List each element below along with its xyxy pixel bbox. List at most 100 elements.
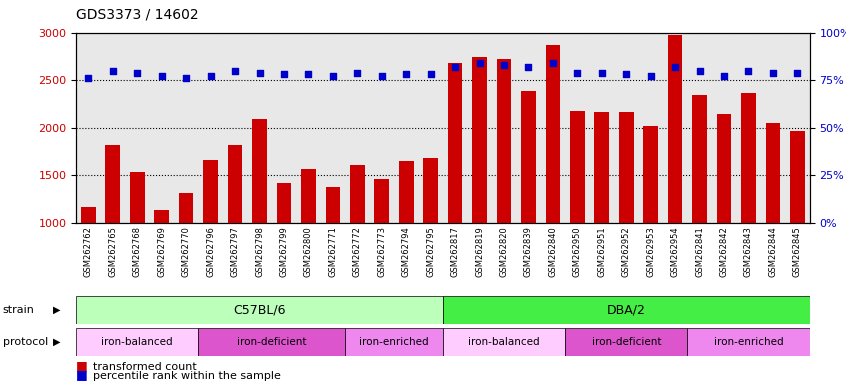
Text: GSM262772: GSM262772 (353, 226, 362, 277)
Bar (130, 172, 145, 223)
Text: GSM262773: GSM262773 (377, 226, 387, 277)
Text: strain: strain (3, 305, 35, 315)
Bar (717, 114, 732, 223)
Point (130, 70, 144, 76)
Bar (619, 113, 634, 223)
Text: GSM262950: GSM262950 (573, 226, 582, 277)
Text: ■: ■ (76, 359, 88, 372)
Point (473, 60, 486, 66)
Text: GSM262951: GSM262951 (597, 226, 607, 277)
Text: GSM262839: GSM262839 (524, 226, 533, 277)
Bar (106, 145, 120, 223)
Bar (443, 296, 810, 324)
Point (448, 64, 462, 70)
Text: GSM262845: GSM262845 (793, 226, 802, 277)
Text: GSM262797: GSM262797 (231, 226, 239, 277)
Point (228, 68, 242, 74)
Bar (570, 111, 585, 223)
Point (547, 60, 560, 66)
Point (375, 73, 388, 79)
Bar (472, 57, 487, 223)
Text: iron-deficient: iron-deficient (591, 337, 661, 347)
Bar (228, 145, 243, 223)
Bar (326, 187, 340, 223)
Text: GSM262798: GSM262798 (255, 226, 264, 277)
Point (424, 71, 437, 78)
Point (742, 68, 755, 74)
Text: percentile rank within the sample: percentile rank within the sample (93, 371, 281, 381)
Text: protocol: protocol (3, 337, 47, 347)
Bar (76, 296, 443, 324)
Point (81, 75, 95, 81)
Text: GSM262817: GSM262817 (451, 226, 459, 277)
Text: GSM262765: GSM262765 (108, 226, 118, 277)
Text: transformed count: transformed count (93, 362, 197, 372)
Bar (741, 93, 755, 223)
Point (497, 62, 511, 68)
Text: C57BL/6: C57BL/6 (233, 304, 286, 316)
Bar (423, 158, 438, 223)
Point (179, 75, 193, 81)
Point (668, 64, 682, 70)
Text: GSM262840: GSM262840 (548, 226, 558, 277)
Point (570, 70, 584, 76)
Bar (766, 123, 780, 223)
Point (693, 68, 706, 74)
Point (766, 70, 780, 76)
Point (619, 71, 633, 78)
Point (277, 71, 291, 78)
Bar (595, 113, 609, 223)
Text: GSM262841: GSM262841 (695, 226, 704, 277)
Text: ■: ■ (76, 368, 88, 381)
Bar (179, 193, 194, 223)
Text: GSM262796: GSM262796 (206, 226, 215, 277)
Bar (667, 35, 683, 223)
Bar (345, 328, 443, 356)
Text: iron-balanced: iron-balanced (468, 337, 540, 347)
Point (326, 73, 339, 79)
Text: GSM262799: GSM262799 (279, 226, 288, 277)
Bar (277, 183, 291, 223)
Text: GSM262762: GSM262762 (84, 226, 93, 277)
Bar (643, 126, 658, 223)
Bar (497, 59, 511, 223)
Text: iron-enriched: iron-enriched (360, 337, 429, 347)
Point (595, 70, 608, 76)
Point (204, 73, 217, 79)
Text: GSM262800: GSM262800 (304, 226, 313, 277)
Text: GSM262794: GSM262794 (402, 226, 410, 277)
Point (302, 71, 316, 78)
Bar (692, 95, 707, 223)
Bar (443, 328, 565, 356)
Point (155, 73, 168, 79)
Bar (203, 160, 218, 223)
Bar (350, 165, 365, 223)
Text: GDS3373 / 14602: GDS3373 / 14602 (76, 7, 199, 21)
Bar (546, 45, 560, 223)
Bar (521, 91, 536, 223)
Text: GSM262954: GSM262954 (671, 226, 679, 277)
Bar (565, 328, 687, 356)
Text: GSM262820: GSM262820 (499, 226, 508, 277)
Text: GSM262769: GSM262769 (157, 226, 166, 277)
Point (717, 73, 731, 79)
Text: GSM262844: GSM262844 (768, 226, 777, 277)
Text: ▶: ▶ (53, 305, 61, 315)
Text: GSM262953: GSM262953 (646, 226, 655, 277)
Bar (76, 328, 198, 356)
Point (253, 70, 266, 76)
Bar (301, 169, 316, 223)
Bar (375, 179, 389, 223)
Text: iron-deficient: iron-deficient (237, 337, 306, 347)
Text: iron-enriched: iron-enriched (714, 337, 783, 347)
Bar (198, 328, 345, 356)
Point (350, 70, 364, 76)
Bar (398, 161, 414, 223)
Bar (790, 131, 805, 223)
Point (791, 70, 805, 76)
Bar (252, 119, 266, 223)
Text: GSM262842: GSM262842 (720, 226, 728, 277)
Point (522, 64, 536, 70)
Text: iron-balanced: iron-balanced (102, 337, 173, 347)
Text: ▶: ▶ (53, 337, 61, 347)
